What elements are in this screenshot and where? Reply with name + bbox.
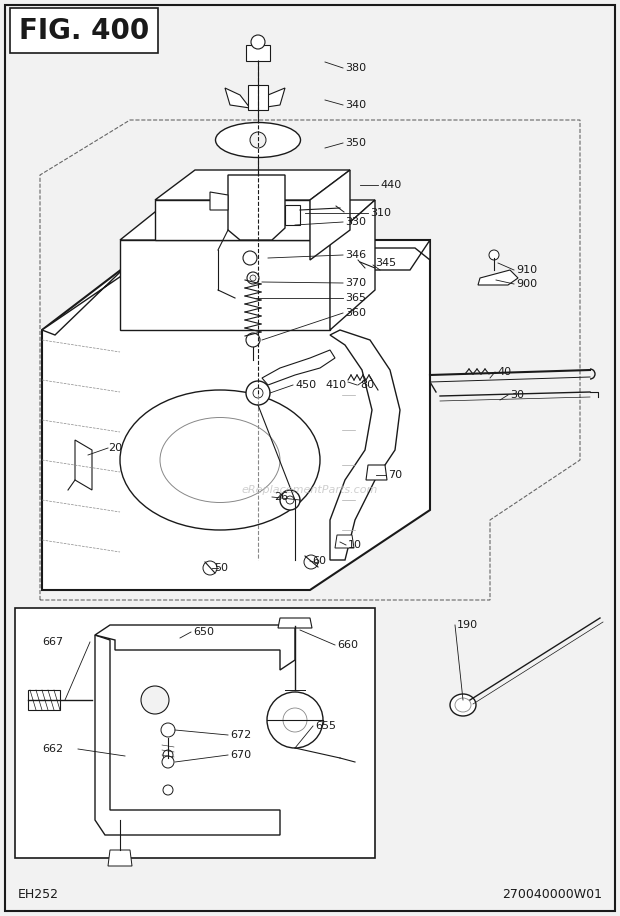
Text: 30: 30 (510, 390, 524, 400)
Circle shape (250, 132, 266, 148)
Bar (10, 8, 158, 53)
Polygon shape (478, 270, 518, 285)
Text: 660: 660 (337, 640, 358, 650)
Text: 900: 900 (516, 279, 537, 289)
Polygon shape (225, 88, 250, 108)
Text: 10: 10 (348, 540, 362, 550)
Text: 650: 650 (193, 627, 214, 637)
Polygon shape (120, 200, 375, 240)
Circle shape (203, 561, 217, 575)
Text: 450: 450 (295, 380, 316, 390)
Text: 50: 50 (214, 563, 228, 573)
Text: 410: 410 (325, 380, 346, 390)
Text: 910: 910 (516, 265, 537, 275)
Polygon shape (262, 350, 335, 385)
Text: 26: 26 (274, 492, 288, 502)
Circle shape (163, 750, 173, 760)
Text: 672: 672 (230, 730, 251, 740)
Text: 40: 40 (497, 367, 511, 377)
Polygon shape (155, 170, 350, 200)
Text: 60: 60 (312, 556, 326, 566)
Polygon shape (28, 690, 60, 710)
Polygon shape (210, 192, 228, 210)
Text: 662: 662 (42, 744, 63, 754)
Polygon shape (260, 88, 285, 108)
Text: 670: 670 (230, 750, 251, 760)
Circle shape (280, 490, 300, 510)
Circle shape (489, 250, 499, 260)
Circle shape (251, 35, 265, 49)
Polygon shape (95, 625, 295, 670)
Polygon shape (155, 200, 310, 240)
Polygon shape (330, 330, 400, 560)
Circle shape (283, 708, 307, 732)
Polygon shape (42, 240, 430, 590)
Circle shape (250, 275, 256, 281)
Text: 80: 80 (360, 380, 374, 390)
Circle shape (162, 756, 174, 768)
Text: 365: 365 (345, 293, 366, 303)
Circle shape (141, 686, 169, 714)
Circle shape (246, 333, 260, 347)
Bar (246, 45, 270, 61)
Ellipse shape (450, 694, 476, 716)
Polygon shape (330, 200, 375, 330)
Text: 20: 20 (108, 443, 122, 453)
Bar (248, 85, 268, 110)
Circle shape (253, 388, 263, 398)
Circle shape (161, 723, 175, 737)
Text: FIG. 400: FIG. 400 (19, 17, 149, 45)
Circle shape (246, 381, 270, 405)
Polygon shape (335, 535, 354, 548)
Text: 190: 190 (457, 620, 478, 630)
Circle shape (243, 251, 257, 265)
Circle shape (247, 272, 259, 284)
Circle shape (286, 496, 294, 504)
Text: 655: 655 (315, 721, 336, 731)
Circle shape (304, 555, 318, 569)
Text: 270040000W01: 270040000W01 (502, 889, 602, 901)
Polygon shape (120, 240, 330, 330)
Text: 346: 346 (345, 250, 366, 260)
Ellipse shape (120, 390, 320, 530)
Text: 310: 310 (370, 208, 391, 218)
Ellipse shape (160, 418, 280, 503)
Polygon shape (366, 465, 387, 480)
Text: 370: 370 (345, 278, 366, 288)
Text: 345: 345 (375, 258, 396, 268)
Polygon shape (285, 205, 300, 225)
Polygon shape (310, 170, 350, 260)
Polygon shape (108, 850, 132, 866)
Text: 340: 340 (345, 100, 366, 110)
Circle shape (267, 692, 323, 748)
Text: 380: 380 (345, 63, 366, 73)
Ellipse shape (216, 123, 301, 158)
Text: 440: 440 (380, 180, 401, 190)
Polygon shape (278, 618, 312, 628)
Polygon shape (228, 175, 285, 240)
Polygon shape (75, 440, 92, 490)
Bar (15, 608, 375, 858)
Text: 667: 667 (42, 637, 63, 647)
Text: EH252: EH252 (18, 889, 59, 901)
Text: 350: 350 (345, 138, 366, 148)
Circle shape (163, 785, 173, 795)
Polygon shape (95, 635, 280, 835)
Text: 70: 70 (388, 470, 402, 480)
Text: eReplacementParts.com: eReplacementParts.com (242, 485, 378, 495)
Text: 360: 360 (345, 308, 366, 318)
Ellipse shape (455, 698, 471, 712)
Polygon shape (42, 240, 430, 335)
Text: 330: 330 (345, 217, 366, 227)
